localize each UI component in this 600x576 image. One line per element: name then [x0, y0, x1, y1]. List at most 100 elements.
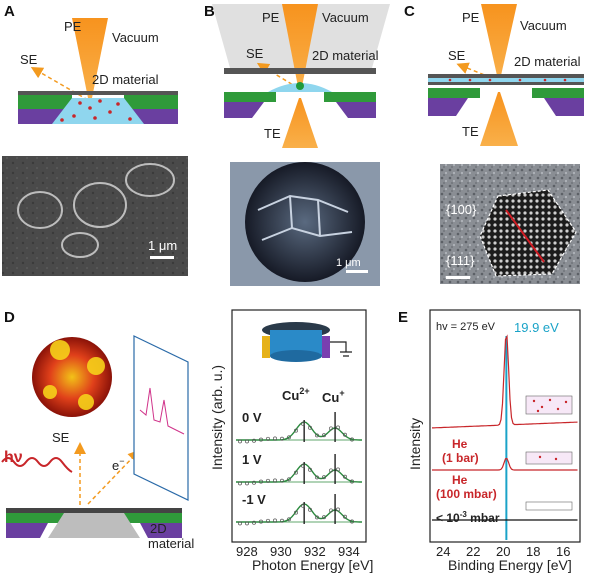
support-left	[18, 95, 72, 109]
trace-label-1a: He	[452, 437, 468, 451]
xps-xlabel: Photon Energy [eV]	[252, 557, 373, 573]
se-label-d: SE	[52, 430, 70, 445]
material-label-b: 2D material	[312, 48, 379, 63]
xps-data-point	[287, 435, 291, 440]
xps-data-point	[238, 521, 242, 526]
panel-e: E Intensity Binding Energy [eV] hv = 275…	[398, 309, 581, 573]
xps-data-point	[336, 507, 340, 512]
xps-data-point	[315, 515, 319, 520]
panel-a: A PE Vacuum SE 2D material 1 μm	[2, 3, 188, 276]
ups-xtick: 24	[436, 544, 450, 559]
se-label-c: SE	[448, 48, 466, 63]
xps-data-point	[259, 479, 263, 484]
xps-voltage-label: -1 V	[242, 492, 266, 507]
xps-data-point	[280, 478, 284, 483]
xps-data-point	[336, 467, 340, 472]
xps-data-point	[259, 519, 263, 524]
xps-data-point	[259, 437, 263, 442]
spectrum-inset-line	[139, 387, 185, 435]
facet-111: {111}	[446, 253, 475, 268]
xps-data-point	[343, 514, 347, 519]
cell-electrode-right	[322, 336, 330, 358]
vacuum-label-c: Vacuum	[520, 18, 567, 33]
xps-data-point	[294, 470, 298, 475]
vacuum-label: Vacuum	[112, 30, 159, 45]
xps-data-point	[322, 433, 326, 438]
particles	[60, 99, 132, 122]
xps-data-point	[273, 436, 277, 441]
support-right-c	[532, 88, 584, 98]
ups-plot-frame	[429, 309, 581, 543]
facet-100: {100}	[446, 202, 477, 217]
xps-data-point	[245, 439, 249, 444]
xps-data-point	[315, 475, 319, 480]
trace-label-2b: (100 mbar)	[436, 487, 497, 501]
particles-c	[448, 78, 567, 82]
ups-cell-insets	[525, 395, 573, 511]
ups-xticks: 24 22 20 18 16	[436, 544, 570, 559]
ups-xtick: 18	[526, 544, 540, 559]
ups-xlabel: Binding Energy [eV]	[448, 557, 572, 573]
trace-label-1b: (1 bar)	[442, 451, 479, 465]
cell-bottom	[270, 350, 322, 362]
primary-electron-beam-b	[282, 4, 318, 92]
trace-label-3: < 10-3 mbar	[436, 510, 500, 525]
xps-data-point	[350, 519, 354, 524]
trace-label-2a: He	[452, 473, 468, 487]
xps-data-point	[322, 475, 326, 480]
xps-voltage-label: 0 V	[242, 410, 262, 425]
panel-c-letter: C	[404, 3, 415, 20]
particle-b	[296, 82, 304, 90]
panel-e-letter: E	[398, 309, 408, 326]
graphene-layer	[18, 91, 178, 95]
xps-data-point	[238, 439, 242, 444]
panel-c: C PE Vacuum SE 2D material TE {100} {111…	[404, 3, 584, 284]
electron-label-d: e−	[112, 456, 125, 473]
xps-data-point	[329, 426, 333, 431]
support-left-b	[224, 92, 276, 102]
panel-d: D SE hν e− 2D material Intensity (arb. u…	[1, 309, 373, 573]
support-left-c	[428, 88, 480, 98]
panel-b: B PE Vacuum SE 2D material TE 1 μm	[204, 3, 390, 286]
photon-wave	[1, 457, 73, 473]
cell-electrode-left	[262, 336, 270, 358]
se-arrow-c	[456, 62, 498, 81]
sem-features	[17, 163, 175, 258]
xps-data-point	[252, 438, 256, 443]
material-label-c: 2D material	[514, 54, 581, 69]
xps-data-point	[336, 425, 340, 430]
graphene-top-c	[428, 74, 584, 78]
ups-traces	[432, 334, 578, 540]
support-right-b	[324, 92, 376, 102]
scale-bar-c	[446, 276, 470, 279]
support-right	[124, 95, 178, 109]
xps-data-point	[287, 517, 291, 522]
pe-label-c: PE	[462, 10, 480, 25]
substrate-left-c	[428, 98, 468, 116]
te-label-b: TE	[264, 126, 281, 141]
xps-ylabel: Intensity (arb. u.)	[209, 365, 225, 470]
ups-xtick: 22	[466, 544, 480, 559]
xps-data-point	[287, 477, 291, 482]
xps-data-point	[308, 507, 312, 512]
primary-electron-beam	[72, 18, 108, 98]
ups-peak-label: 19.9 eV	[514, 320, 559, 335]
panel-b-letter: B	[204, 3, 215, 20]
cu1-label: Cu+	[322, 388, 345, 405]
xps-data-point	[266, 478, 270, 483]
xps-data-point	[280, 518, 284, 523]
material-label: 2D material	[92, 72, 159, 87]
substrate-left-b	[224, 102, 264, 118]
te-label-c: TE	[462, 124, 479, 139]
xps-plot-frame	[231, 309, 367, 543]
xps-data-point	[294, 428, 298, 433]
support-left-d	[6, 513, 64, 523]
graphene-bottom-c	[428, 82, 584, 85]
xps-data-point	[350, 437, 354, 442]
se-label: SE	[20, 52, 38, 67]
xps-xtick: 928	[236, 544, 258, 559]
transmitted-electron-beam-c	[480, 92, 518, 146]
graphene-layer-d	[6, 508, 182, 513]
hv-label-d: hν	[4, 449, 23, 466]
